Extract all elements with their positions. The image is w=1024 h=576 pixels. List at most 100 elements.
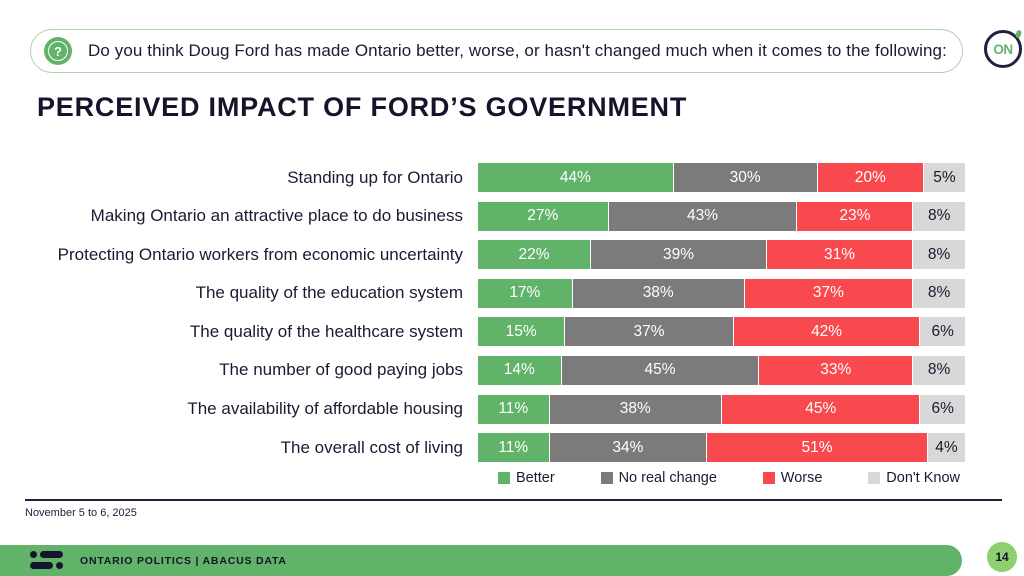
bar-segment-worse: 23%: [797, 201, 914, 231]
bar-value-label: 15%: [505, 322, 537, 340]
chart-rows: Standing up for Ontario 44% 30% 20% 5% Making…: [30, 163, 966, 463]
bar-segment-don-t-know: 4%: [927, 433, 965, 463]
bar-value-label: 43%: [686, 207, 719, 225]
legend-swatch-don-t-know: [868, 472, 881, 484]
bar-track: 11% 34% 51% 4%: [478, 433, 965, 463]
chart-row: Protecting Ontario workers from economic…: [30, 240, 965, 270]
bar-track: 27% 43% 23% 8%: [478, 201, 966, 231]
bar-value-label: 20%: [854, 168, 886, 186]
bar-segment-worse: 31%: [766, 240, 914, 270]
category-label: The quality of the education system: [195, 283, 463, 303]
bar-value-label: 30%: [729, 168, 761, 186]
legend-item-no-real-change: No real change: [600, 470, 717, 486]
chart-row: The quality of the education system 17% 38…: [30, 278, 965, 308]
chart-row: The availability of affordable housing 11…: [30, 394, 965, 424]
legend-label: No real change: [618, 470, 717, 486]
legend-item-don-t-know: Don't Know: [868, 470, 960, 486]
bar-segment-better: 11%: [478, 433, 550, 463]
bar-segment-better: 22%: [478, 240, 592, 270]
bar-value-label: 17%: [509, 284, 541, 302]
chart-legend: Better No real change Worse Don't Know: [498, 470, 960, 486]
bar-segment-better: 17%: [478, 278, 573, 308]
bar-track: 15% 37% 42% 6%: [478, 317, 965, 347]
bar-segment-no-real-change: 45%: [561, 355, 760, 385]
bar-segment-worse: 20%: [817, 163, 924, 192]
page-title: PERCEIVED IMPACT OF FORD’S GOVERNMENT: [37, 92, 688, 122]
category-label: The quality of the healthcare system: [189, 321, 463, 341]
chart-row: The quality of the healthcare system 15% 3…: [30, 317, 965, 347]
bar-value-label: 34%: [612, 438, 644, 456]
bar-value-label: 37%: [633, 322, 665, 340]
bar-value-label: 14%: [503, 361, 535, 379]
bar-value-label: 38%: [619, 400, 651, 418]
bar-segment-don-t-know: 6%: [920, 317, 965, 347]
bar-segment-don-t-know: 5%: [923, 163, 965, 192]
bar-value-label: 45%: [805, 400, 837, 418]
legend-item-worse: Worse: [762, 470, 823, 486]
bar-segment-worse: 37%: [744, 278, 914, 308]
legend-item-better: Better: [498, 470, 555, 486]
bar-value-label: 42%: [811, 322, 843, 340]
bar-value-label: 39%: [662, 245, 694, 263]
legend-swatch-better: [498, 472, 510, 484]
bar-value-label: 5%: [933, 168, 956, 186]
stacked-bar-chart: Standing up for Ontario 44% 30% 20% 5% Making…: [30, 163, 966, 463]
bar-segment-better: 44%: [478, 163, 674, 192]
category-label: The availability of affordable housing: [187, 399, 463, 419]
bar-value-label: 6%: [931, 322, 954, 340]
bar-value-label: 11%: [498, 438, 529, 456]
bar-segment-no-real-change: 37%: [565, 317, 734, 347]
chart-row: Making Ontario an attractive place to do…: [30, 201, 966, 231]
bar-segment-don-t-know: 8%: [913, 355, 966, 385]
footer-divider-line: [25, 499, 1002, 501]
bar-value-label: 8%: [928, 207, 951, 225]
bar-segment-better: 14%: [478, 355, 562, 385]
bar-segment-better: 11%: [478, 394, 550, 424]
bar-segment-no-real-change: 38%: [572, 278, 745, 308]
bar-segment-don-t-know: 8%: [913, 240, 965, 270]
legend-label: Worse: [780, 470, 823, 486]
chart-row: The number of good paying jobs 14% 45% 33% 8…: [30, 355, 966, 385]
bar-segment-worse: 42%: [733, 317, 921, 347]
page-number-badge: 14: [987, 542, 1017, 572]
category-label: The overall cost of living: [280, 437, 463, 457]
bar-segment-worse: 45%: [722, 394, 921, 424]
bar-segment-don-t-know: 8%: [913, 201, 966, 231]
chart-row: The overall cost of living 11% 34% 51% 4%: [30, 433, 965, 463]
bar-segment-no-real-change: 34%: [549, 433, 708, 463]
footer-bar: ONTARIO POLITICS | ABACUS DATA: [0, 545, 962, 576]
abacus-data-logo-icon: [30, 551, 66, 570]
bar-segment-no-real-change: 39%: [591, 240, 767, 270]
question-mark-glyph: ?: [48, 41, 68, 61]
bar-value-label: 11%: [498, 400, 529, 418]
category-label: Protecting Ontario workers from economic…: [57, 244, 463, 264]
bar-value-label: 8%: [927, 284, 951, 302]
bar-value-label: 51%: [801, 438, 833, 456]
bar-segment-no-real-change: 43%: [608, 201, 798, 231]
bar-value-label: 44%: [559, 168, 591, 186]
bar-value-label: 31%: [823, 245, 855, 263]
category-label: Standing up for Ontario: [287, 167, 463, 187]
question-text: Do you think Doug Ford has made Ontario …: [88, 41, 947, 60]
ontario-on-logo: ON: [984, 29, 1023, 68]
bar-track: 44% 30% 20% 5%: [478, 163, 965, 192]
bar-track: 17% 38% 37% 8%: [478, 278, 965, 308]
bar-track: 11% 38% 45% 6%: [478, 394, 965, 424]
bar-value-label: 33%: [820, 361, 852, 379]
bar-segment-better: 27%: [478, 201, 609, 231]
bar-segment-no-real-change: 30%: [673, 163, 818, 192]
bar-value-label: 27%: [527, 207, 559, 225]
legend-label: Better: [516, 470, 555, 486]
chart-row: Standing up for Ontario 44% 30% 20% 5%: [30, 163, 965, 192]
survey-date-footnote: November 5 to 6, 2025: [25, 507, 137, 519]
question-banner: ? Do you think Doug Ford has made Ontari…: [30, 29, 963, 73]
legend-swatch-worse: [762, 472, 775, 484]
bar-track: 22% 39% 31% 8%: [478, 240, 965, 270]
legend-label: Don't Know: [886, 470, 960, 486]
bar-value-label: 8%: [927, 361, 951, 379]
bar-segment-don-t-know: 6%: [920, 394, 965, 424]
bar-value-label: 4%: [935, 438, 958, 456]
bar-value-label: 23%: [839, 207, 871, 225]
footer-label: ONTARIO POLITICS | ABACUS DATA: [80, 554, 287, 567]
